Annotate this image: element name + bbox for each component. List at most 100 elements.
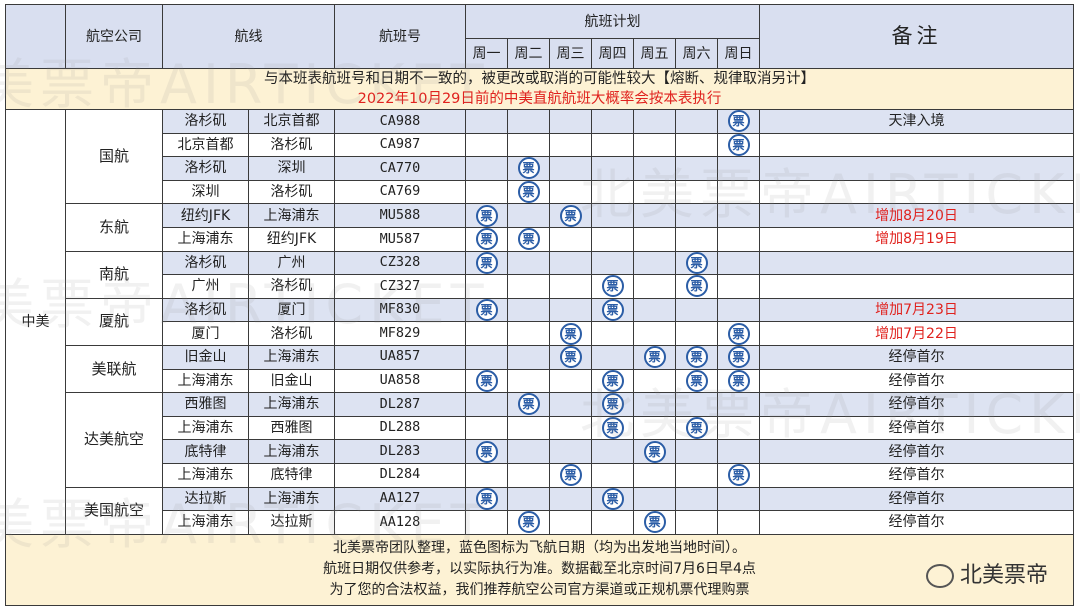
day-cell (675, 439, 718, 464)
flight-day-stamp-icon: 票 (475, 370, 498, 392)
flight-number-cell: UA858 (334, 368, 466, 394)
brand-name: 北美票帝 (959, 563, 1048, 588)
destination-cell: 广州 (248, 250, 335, 276)
day-cell: 票 (716, 344, 761, 370)
notice-line-2: 2022年10月29日前的中美直航航班大概率会按本表执行 (357, 91, 722, 107)
day-cell: 票 (549, 321, 592, 346)
day-cell: 票 (465, 368, 508, 394)
day-cell (633, 486, 676, 512)
remark-cell: 经停首尔 (759, 392, 1075, 417)
day-cell (633, 415, 676, 441)
flight-day-stamp-icon: 票 (517, 393, 540, 416)
day-cell (675, 203, 718, 228)
flight-day-stamp-icon: 票 (559, 204, 582, 227)
day-cell (633, 274, 676, 299)
day-cell: 票 (549, 462, 592, 488)
flight-day-stamp-icon: 票 (601, 370, 624, 392)
destination-cell: 上海浦东 (248, 392, 335, 417)
day-cell: 票 (633, 344, 676, 370)
day-cell: 票 (465, 203, 508, 228)
flight-number-cell: DL288 (334, 415, 466, 441)
day-cell: 票 (716, 368, 761, 394)
flight-day-stamp-icon: 票 (475, 204, 498, 227)
flight-day-stamp-icon: 票 (727, 110, 750, 133)
schedule-sheet: 航空公司 航线 航班号 航班计划 备注 周一 周二 周三 周四 周五 周六 周日 与本班表航… (4, 4, 1075, 613)
day-cell (633, 368, 676, 394)
header-day: 周二 (507, 38, 550, 69)
day-cell (507, 321, 550, 346)
day-cell (591, 462, 634, 488)
day-cell (591, 179, 634, 205)
day-cell (549, 226, 592, 252)
header-day: 周六 (675, 38, 718, 69)
destination-cell: 上海浦东 (248, 486, 335, 512)
remark-cell (759, 274, 1075, 299)
destination-cell: 西雅图 (248, 415, 335, 441)
airline-cell: 达美航空 (65, 392, 163, 488)
day-cell (591, 250, 634, 276)
footer-row: 北美票帝团队整理，蓝色图标为飞航日期（均为出发地当地时间）。 航班日期仅供参考，以… (4, 533, 1075, 606)
day-cell (675, 462, 718, 488)
flight-number-cell: MU587 (334, 226, 466, 252)
flight-day-stamp-icon: 票 (475, 487, 498, 510)
day-cell (591, 203, 634, 228)
day-cell: 票 (549, 344, 592, 370)
flight-row: 上海浦东 纽约JFK MU587 票票 增加8月19日 (6, 226, 1075, 252)
flight-row: 厦门 洛杉矶 MF829 票票增加7月22日 (6, 321, 1075, 346)
flight-day-stamp-icon: 票 (643, 346, 666, 369)
day-cell (507, 486, 550, 512)
destination-cell: 底特律 (248, 462, 335, 488)
day-cell (549, 392, 592, 417)
origin-cell: 纽约JFK (162, 203, 249, 228)
airline-cell: 南航 (65, 250, 163, 299)
day-cell: 票 (465, 226, 508, 252)
flight-day-stamp-icon: 票 (685, 252, 708, 274)
country-cell: 中美 (5, 109, 66, 535)
day-cell (716, 486, 761, 512)
header-day: 周日 (716, 38, 761, 69)
destination-cell: 上海浦东 (248, 344, 335, 370)
day-cell: 票 (716, 109, 761, 134)
day-cell: 票 (591, 297, 634, 323)
flight-day-stamp-icon: 票 (727, 134, 750, 156)
header-flight: 航班号 (334, 4, 466, 69)
origin-cell: 厦门 (162, 321, 249, 346)
flight-number-cell: CA987 (334, 132, 466, 158)
day-cell (465, 132, 508, 158)
day-cell (507, 415, 550, 441)
day-cell: 票 (507, 226, 550, 252)
flight-number-cell: MF829 (334, 321, 466, 346)
notice-row: 与本班表航班号和日期不一致的，被更改或取消的可能性较大【熔断、规律取消另计】 2… (4, 68, 1075, 110)
flight-number-cell: AA128 (334, 510, 466, 535)
flight-day-stamp-icon: 票 (727, 346, 750, 369)
day-cell (675, 392, 718, 417)
day-cell: 票 (465, 297, 508, 323)
flight-number-cell: DL284 (334, 462, 466, 488)
destination-cell: 洛杉矶 (248, 274, 335, 299)
day-cell (716, 439, 761, 464)
day-cell (633, 250, 676, 276)
footer-line-2: 航班日期仅供参考，以实际执行为准。数据截至北京时间7月6日早4点 (323, 561, 756, 578)
day-cell (633, 297, 676, 323)
day-cell (591, 510, 634, 535)
header-day: 周三 (549, 38, 592, 69)
flight-day-stamp-icon: 票 (601, 299, 624, 321)
day-cell (549, 510, 592, 535)
remark-cell: 增加8月20日 (759, 203, 1075, 228)
origin-cell: 北京首都 (162, 132, 249, 158)
day-cell (465, 179, 508, 205)
destination-cell: 达拉斯 (248, 510, 335, 535)
header-blank (5, 4, 66, 69)
day-cell (465, 344, 508, 370)
flight-row: 南航 洛杉矶 广州 CZ328 票票 (6, 250, 1075, 299)
day-cell: 票 (507, 510, 550, 535)
notice-cell: 与本班表航班号和日期不一致的，被更改或取消的可能性较大【熔断、规律取消另计】 2… (4, 68, 1075, 110)
flight-row: 厦航 洛杉矶 厦门 MF830 票票增加7月23日 (6, 297, 1075, 346)
remark-cell: 经停首尔 (759, 344, 1075, 370)
day-cell (675, 510, 718, 535)
remark-cell: 经停首尔 (759, 486, 1075, 512)
flight-row: 上海浦东 旧金山 UA858 票票票票经停首尔 (6, 368, 1075, 394)
flight-number-cell: UA857 (334, 344, 466, 370)
remark-cell: 天津入境 (759, 109, 1075, 134)
origin-cell: 洛杉矶 (162, 250, 249, 276)
